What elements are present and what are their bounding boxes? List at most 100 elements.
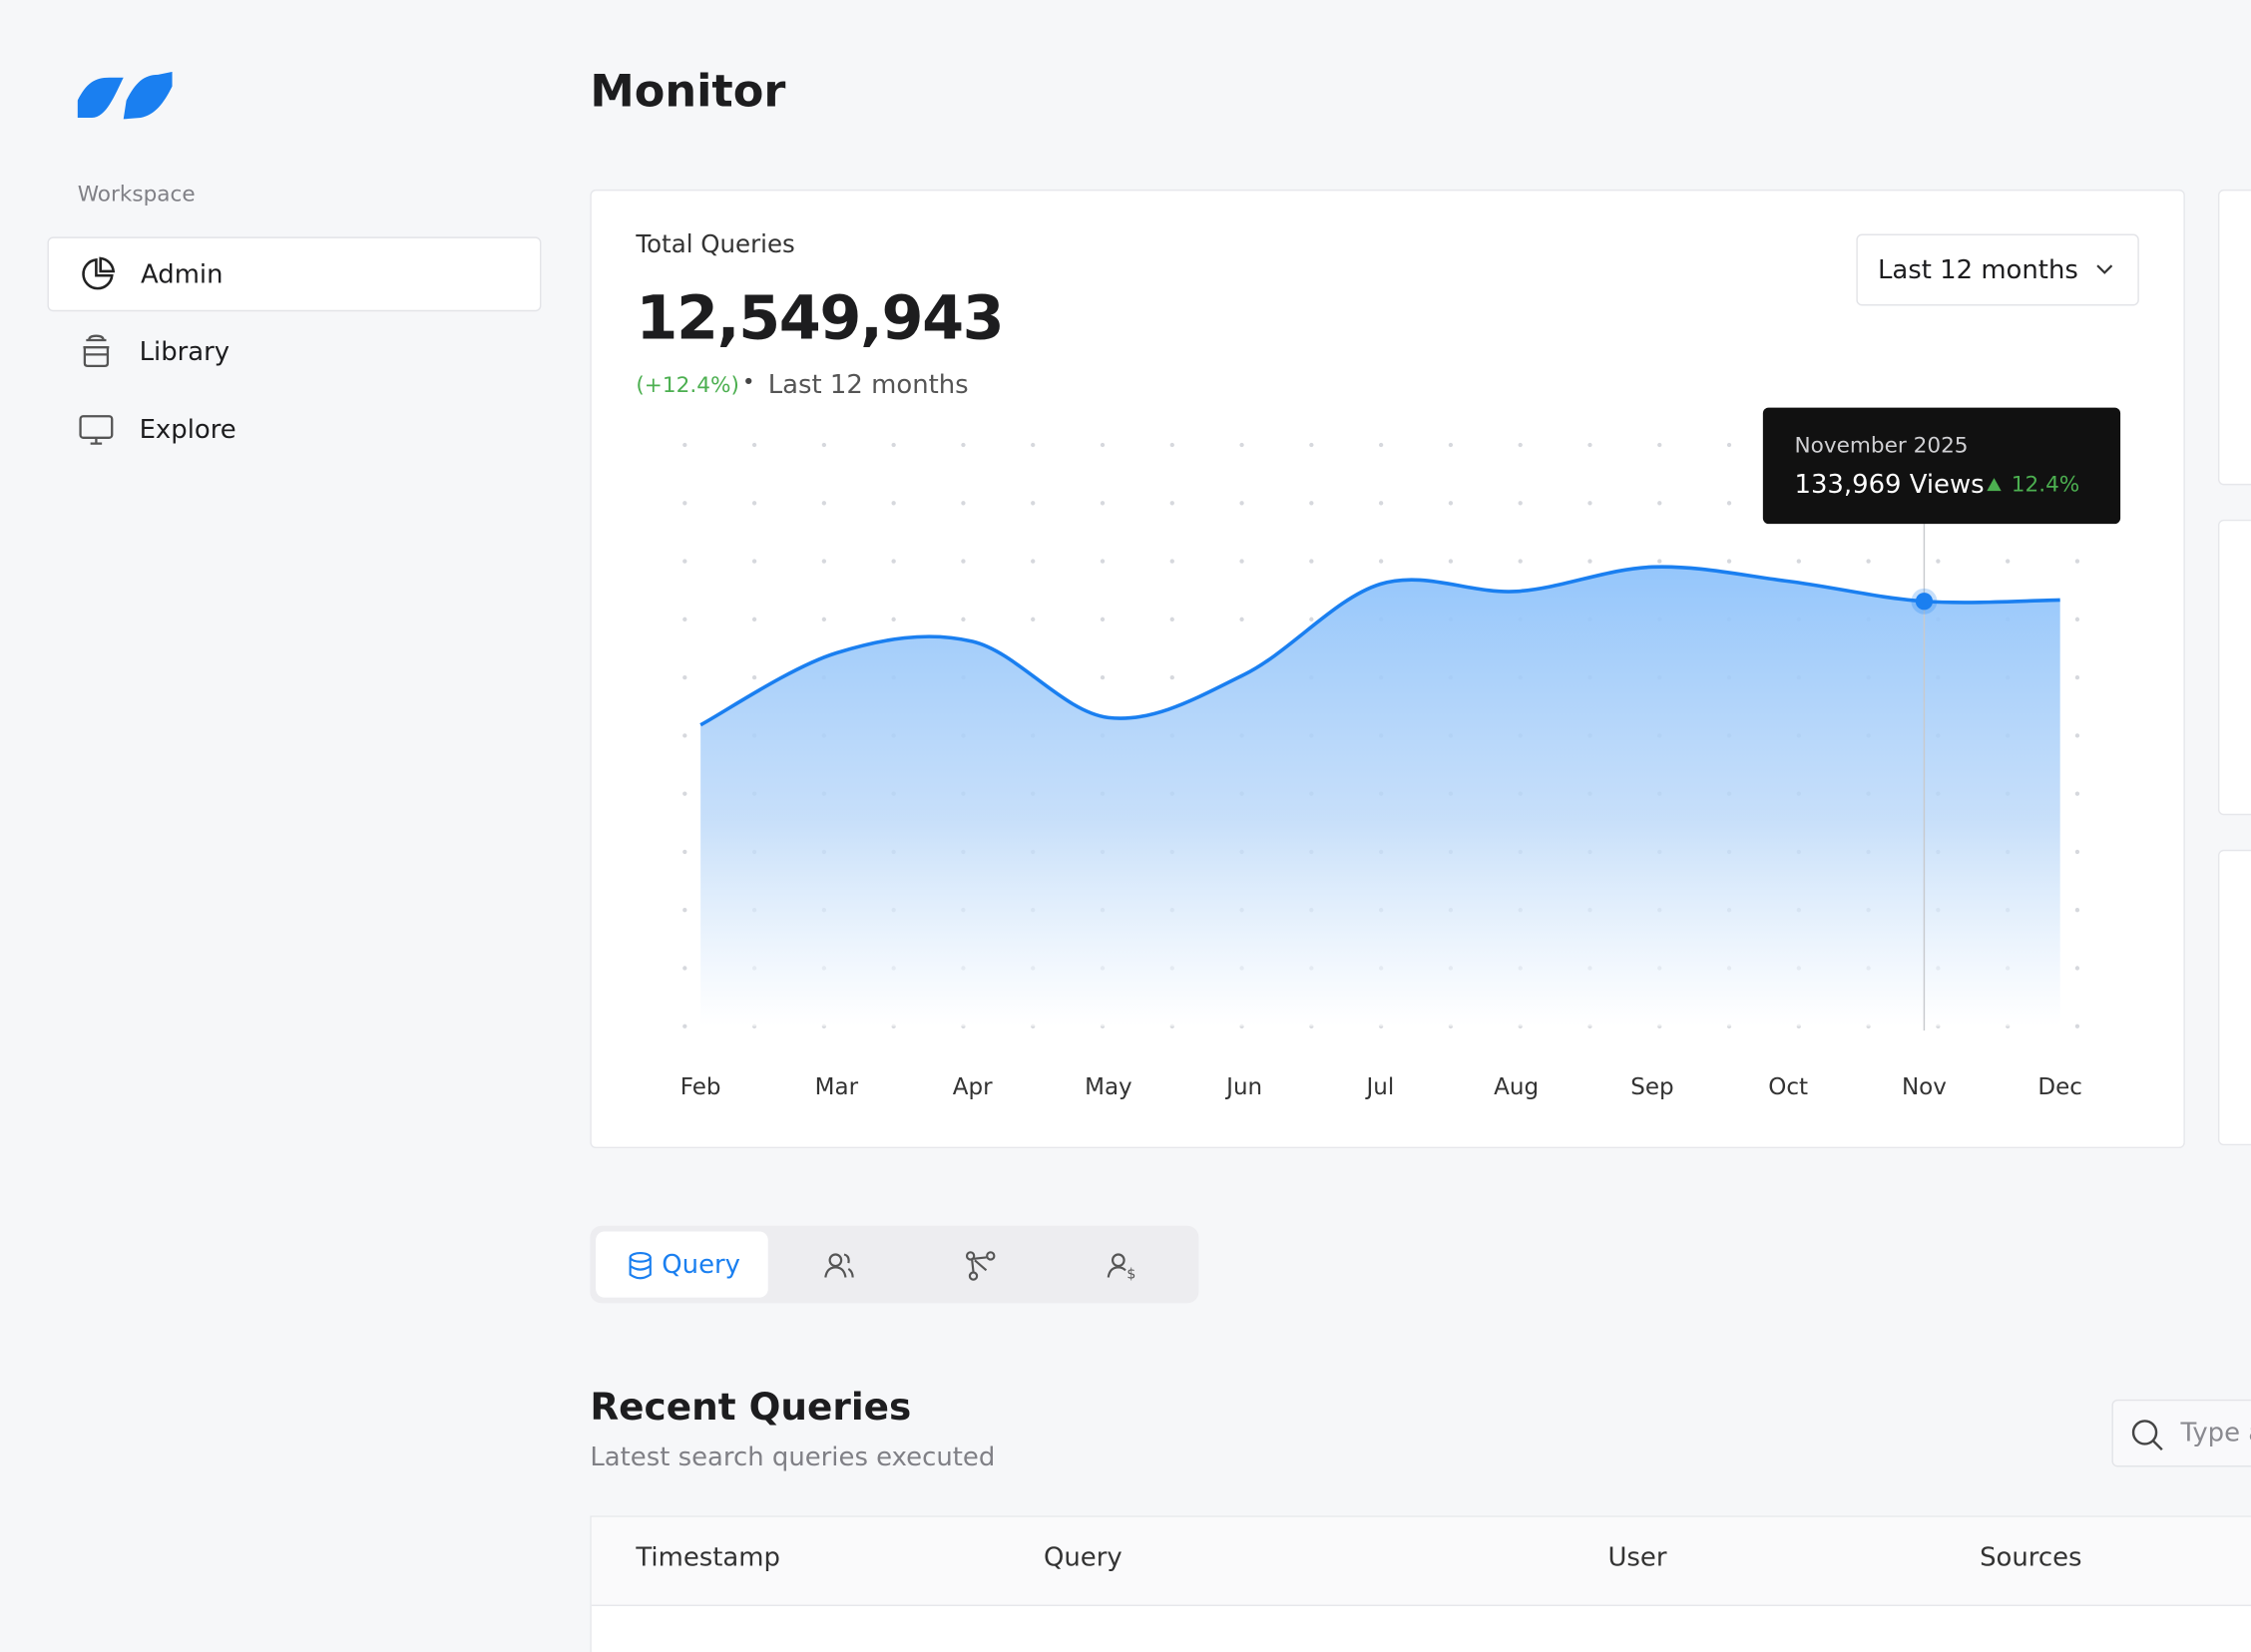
nav-label: Admin — [141, 258, 224, 289]
separator: • — [741, 368, 755, 395]
icon — [82, 256, 116, 290]
grid-dot — [1657, 559, 1662, 564]
grid-dot — [891, 617, 896, 622]
grid-dot — [1448, 559, 1454, 564]
grid-dot — [2006, 559, 2011, 564]
logo[interactable] — [77, 71, 173, 121]
grid-dot — [1031, 501, 1036, 506]
tooltip-title: November 2025 — [1795, 433, 1969, 458]
period: Last 12 months — [767, 370, 969, 401]
grid-dot — [1726, 442, 1732, 448]
grid-dot — [2074, 966, 2080, 971]
x-tick-label: Feb — [680, 1074, 721, 1100]
grid-dot — [1100, 674, 1106, 680]
grid-dot — [821, 617, 827, 622]
svg-text:$: $ — [1126, 1267, 1135, 1282]
grid-dot — [682, 442, 687, 448]
grid-dot — [1448, 442, 1454, 448]
grid-dot — [1239, 442, 1244, 448]
grid-dot — [1866, 559, 1871, 564]
grid-dot — [2074, 674, 2080, 680]
search-icon — [2131, 1420, 2163, 1451]
grid-dot — [1518, 501, 1523, 506]
grid-dot — [891, 501, 896, 506]
grid-dot — [1378, 559, 1384, 564]
tab-icon[interactable] — [824, 1250, 856, 1282]
column-header[interactable]: Timestamp — [636, 1542, 780, 1573]
grid-dot — [1169, 559, 1174, 564]
grid-dot — [1587, 442, 1592, 448]
grid-dot — [1100, 501, 1106, 506]
column-header[interactable]: Query — [1044, 1542, 1123, 1573]
column-header[interactable]: Sources — [1980, 1542, 2082, 1573]
section-label: Workspace — [77, 181, 196, 207]
grid-dot — [891, 559, 896, 564]
tab-label: Query — [662, 1250, 740, 1281]
grid-dot — [1031, 559, 1036, 564]
grid-dot — [1378, 442, 1384, 448]
grid-dot — [1448, 501, 1454, 506]
nav-label: Explore — [139, 414, 236, 445]
column-header[interactable]: User — [1607, 1542, 1667, 1573]
grid-dot — [682, 674, 687, 680]
x-tick-label: Aug — [1494, 1074, 1539, 1100]
search-placeholder: Type a — [2180, 1418, 2251, 1448]
grid-dot — [2074, 617, 2080, 622]
area — [700, 567, 2060, 1027]
grid-dot — [751, 559, 757, 564]
x-tick-label: Sep — [1630, 1074, 1673, 1100]
x-tick-label: May — [1085, 1074, 1132, 1100]
tab[interactable]: Query — [596, 1231, 768, 1298]
grid-dot — [1309, 442, 1314, 448]
grid-dot — [2074, 908, 2080, 913]
grid-dot — [2074, 733, 2080, 738]
grid-dot — [961, 559, 966, 564]
x-tick-label: Apr — [953, 1074, 993, 1100]
grid-dot — [1100, 617, 1106, 622]
grid-dot — [1309, 501, 1314, 506]
grid-dot — [961, 501, 966, 506]
grid-dot — [682, 1024, 687, 1029]
section-subtitle: Latest search queries executed — [590, 1442, 996, 1473]
tab-icon[interactable]: $ — [1107, 1250, 1138, 1282]
grid-dot — [1031, 442, 1036, 448]
change: (+12.4%) — [636, 371, 739, 398]
table: Timestamp Query User Sources — [590, 1515, 2251, 1652]
grid-dot — [2074, 1024, 2080, 1029]
grid-dot — [821, 442, 827, 448]
icon — [79, 415, 114, 445]
grid-dot — [1587, 501, 1592, 506]
grid-dot — [891, 442, 896, 448]
nav-item[interactable]: Explore — [47, 392, 541, 467]
grid-dot — [1796, 559, 1801, 564]
grid-dot — [1726, 501, 1732, 506]
x-tick-label: Nov — [1902, 1074, 1947, 1100]
grid-dot — [1031, 617, 1036, 622]
chevron — [2096, 264, 2113, 274]
tab-icon[interactable] — [965, 1250, 997, 1282]
tab-bar: Query $ — [590, 1225, 1199, 1304]
grid-dot — [1100, 442, 1106, 448]
grid-dot — [961, 442, 966, 448]
card-label: Total Queries — [636, 230, 795, 260]
grid-dot — [1169, 617, 1174, 622]
grid-dot — [682, 849, 687, 855]
period-dropdown[interactable]: Last 12 months — [1856, 233, 2139, 306]
nav-item[interactable]: Library — [47, 314, 541, 389]
point — [1915, 593, 1934, 611]
nav-item[interactable]: Admin — [47, 236, 542, 312]
grid-dot — [682, 966, 687, 971]
grid-dot — [1587, 559, 1592, 564]
grid-dot — [682, 791, 687, 796]
table-header: Timestamp Query User Sources — [591, 1516, 2251, 1607]
grid-dot — [1169, 442, 1174, 448]
side-card — [2217, 849, 2251, 1146]
grid-dot — [751, 501, 757, 506]
side-card — [2217, 189, 2251, 486]
grid-dot — [1936, 559, 1941, 564]
grid-dot — [821, 501, 827, 506]
search-box[interactable]: Type a — [2111, 1399, 2251, 1467]
x-tick-label: Dec — [2037, 1074, 2082, 1100]
